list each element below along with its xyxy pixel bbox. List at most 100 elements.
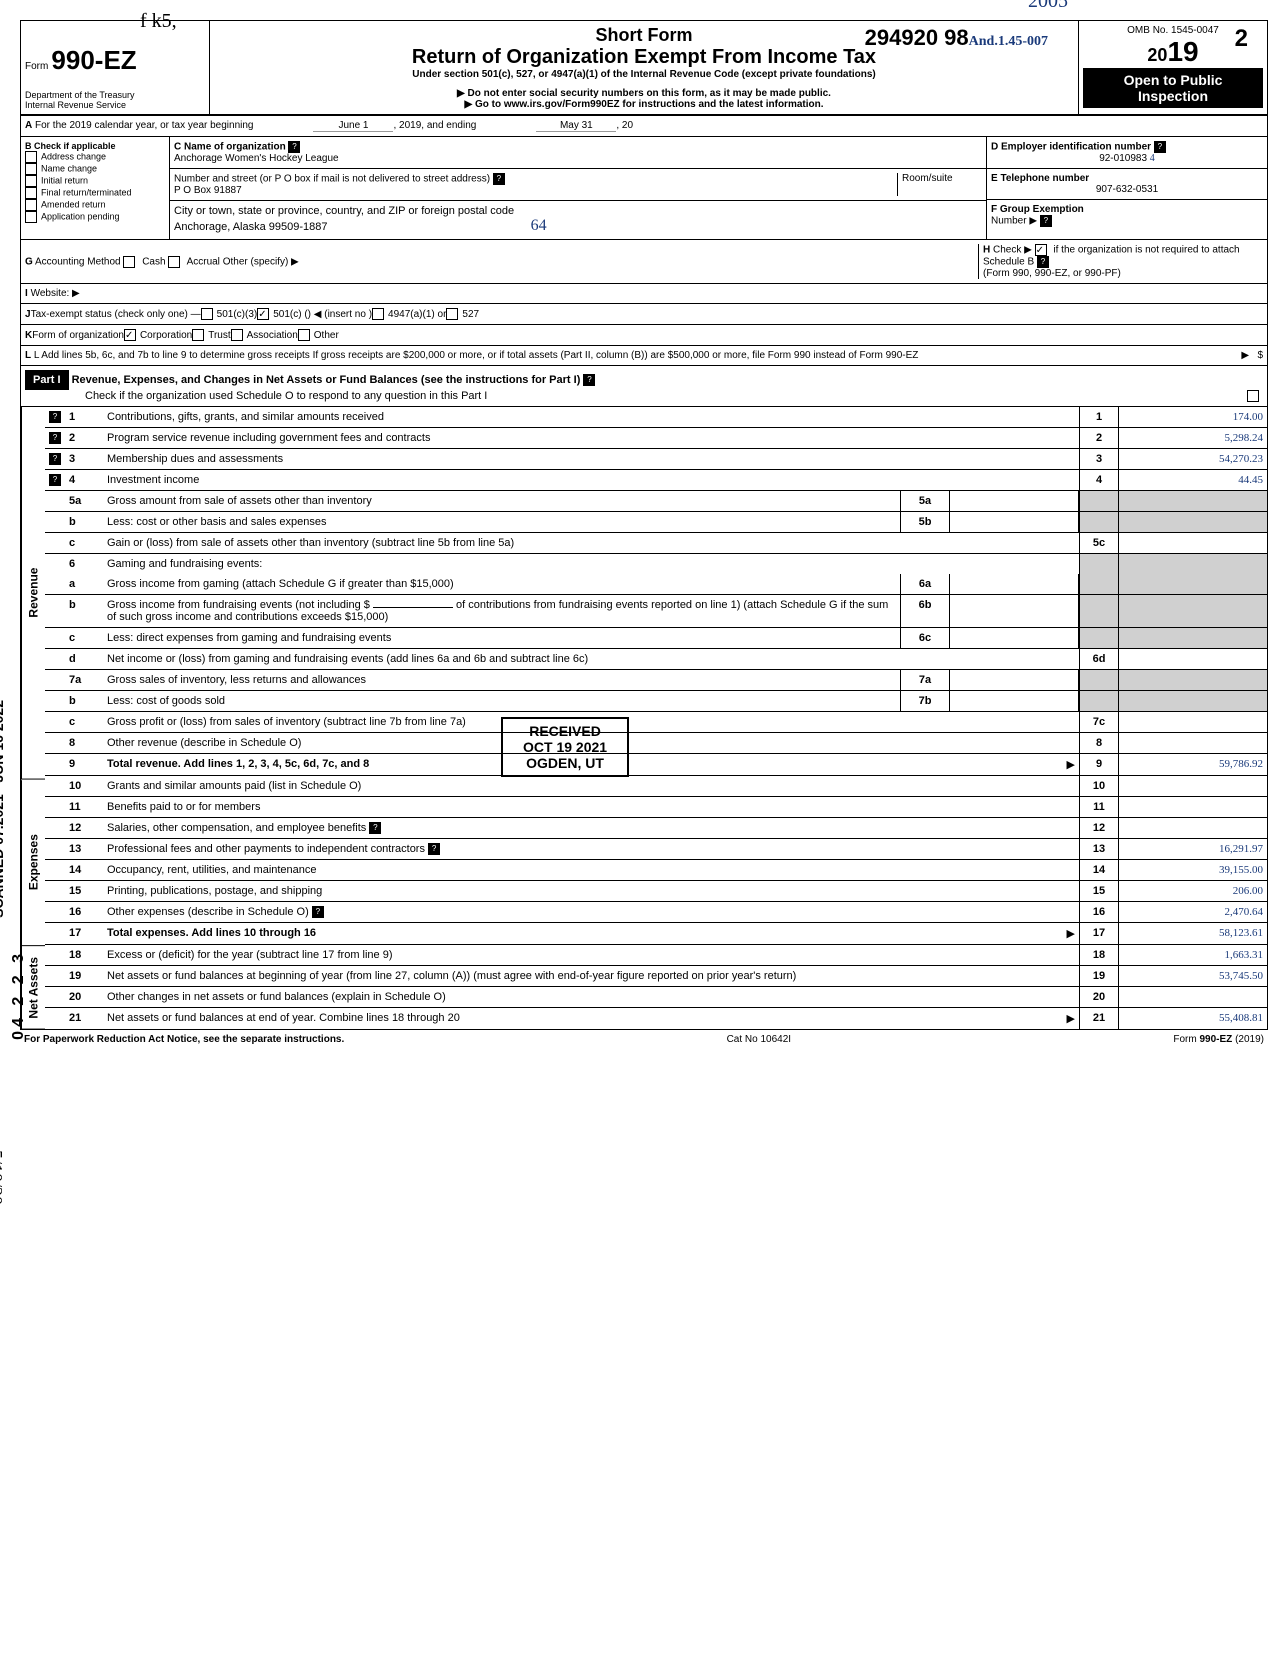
checkbox-schedule-b[interactable] [1035, 244, 1047, 256]
row-l-arrow: ▶ [1241, 350, 1249, 361]
line-6c-rval-shaded [1118, 628, 1267, 648]
help-icon[interactable]: ? [1154, 141, 1166, 153]
line-7c-num: c [65, 712, 103, 732]
line-14-val[interactable]: 39,155.00 [1118, 860, 1267, 880]
line-3-val[interactable]: 54,270.23 [1118, 449, 1267, 469]
help-icon[interactable]: ? [583, 374, 595, 386]
line-16-val[interactable]: 2,470.64 [1118, 902, 1267, 922]
checkbox-application-pending[interactable] [25, 211, 37, 223]
website-label: Website: ▶ [31, 288, 80, 299]
checkbox-name-change[interactable] [25, 163, 37, 175]
line-19-val[interactable]: 53,745.50 [1118, 966, 1267, 986]
line-10-val[interactable] [1118, 776, 1267, 796]
row-a-suffix: , 20 [616, 120, 633, 132]
line-6c-mval[interactable] [950, 628, 1079, 648]
help-icon[interactable]: ? [1040, 215, 1052, 227]
line-6a-rval-shaded [1118, 574, 1267, 594]
footer-right: Form 990-EZ (2019) [1173, 1034, 1264, 1045]
line-15-val[interactable]: 206.00 [1118, 881, 1267, 901]
label-501c: 501(c) ( [273, 309, 307, 320]
line-5a-mval[interactable] [950, 491, 1079, 511]
line-9-val[interactable]: 59,786.92 [1118, 754, 1267, 775]
checkbox-address-change[interactable] [25, 151, 37, 163]
line-20-val[interactable] [1118, 987, 1267, 1007]
line-5c: c Gain or (loss) from sale of assets oth… [45, 533, 1267, 554]
lines-column: ? 1 Contributions, gifts, grants, and si… [45, 407, 1267, 1029]
checkbox-501c[interactable] [257, 308, 269, 320]
org-address: P O Box 91887 [174, 185, 897, 196]
help-icon[interactable]: ? [49, 432, 61, 444]
line-18-val[interactable]: 1,663.31 [1118, 945, 1267, 965]
help-icon[interactable]: ? [428, 843, 440, 855]
line-7a-mval[interactable] [950, 670, 1079, 690]
line-7c-rnum: 7c [1079, 712, 1118, 732]
line-11-val[interactable] [1118, 797, 1267, 817]
irs-label: Internal Revenue Service [25, 100, 135, 110]
line-21-val[interactable]: 55,408.81 [1118, 1008, 1267, 1029]
checkbox-501c3[interactable] [201, 308, 213, 320]
line-4-val[interactable]: 44.45 [1118, 470, 1267, 490]
tax-year-begin[interactable]: June 1 [313, 120, 393, 132]
checkbox-association[interactable] [231, 329, 243, 341]
line-1-val[interactable]: 174.00 [1118, 407, 1267, 427]
line-20-num: 20 [65, 987, 103, 1007]
line-15-rnum: 15 [1079, 881, 1118, 901]
checkbox-527[interactable] [446, 308, 458, 320]
help-icon[interactable]: ? [49, 474, 61, 486]
line-2-val[interactable]: 5,298.24 [1118, 428, 1267, 448]
line-13: 13 Professional fees and other payments … [45, 839, 1267, 860]
room-suite-label: Room/suite [902, 173, 953, 184]
row-h-text2: (Form 990, 990-EZ, or 990-PF) [983, 268, 1263, 279]
line-8-val[interactable] [1118, 733, 1267, 753]
line-1-desc: Contributions, gifts, grants, and simila… [103, 407, 1079, 427]
checkbox-amended-return[interactable] [25, 199, 37, 211]
line-4-rnum: 4 [1079, 470, 1118, 490]
line-5b-rnum-shaded [1079, 512, 1118, 532]
checkbox-4947[interactable] [372, 308, 384, 320]
checkbox-initial-return[interactable] [25, 175, 37, 187]
section-f-label: F Group Exemption [991, 204, 1084, 215]
form-container: Form 990-EZ Department of the Treasury I… [20, 20, 1268, 1030]
line-12-val[interactable] [1118, 818, 1267, 838]
short-form-label: Short Form [214, 25, 1074, 46]
line-7b-num: b [65, 691, 103, 711]
checkbox-other-org[interactable] [298, 329, 310, 341]
line-6a-mval[interactable] [950, 574, 1079, 594]
line-5b-mval[interactable] [950, 512, 1079, 532]
line-19-rnum: 19 [1079, 966, 1118, 986]
handwritten-year: 2005 [1028, 0, 1068, 13]
line-7c-val[interactable] [1118, 712, 1267, 732]
help-icon[interactable]: ? [49, 411, 61, 423]
line-6c-desc: Less: direct expenses from gaming and fu… [103, 628, 900, 648]
label-other-org: Other [314, 330, 339, 341]
line-6b-rval-shaded [1118, 595, 1267, 627]
line-6b-num: b [65, 595, 103, 627]
line-5a-num: 5a [65, 491, 103, 511]
checkbox-trust[interactable] [192, 329, 204, 341]
line-11-desc: Benefits paid to or for members [103, 797, 1079, 817]
line-1: ? 1 Contributions, gifts, grants, and si… [45, 407, 1267, 428]
tax-year-end[interactable]: May 31 [536, 120, 616, 132]
line-6d-val[interactable] [1118, 649, 1267, 669]
line-6b-desc: Gross income from fundraising events (no… [103, 595, 900, 627]
label-name-change: Name change [41, 163, 97, 173]
line-5c-val[interactable] [1118, 533, 1267, 553]
help-icon[interactable]: ? [1037, 256, 1049, 268]
line-12-rnum: 12 [1079, 818, 1118, 838]
section-c-name-label: C Name of organization [174, 142, 286, 153]
help-icon[interactable]: ? [369, 822, 381, 834]
checkbox-cash[interactable] [123, 256, 135, 268]
checkbox-corporation[interactable] [124, 329, 136, 341]
help-icon[interactable]: ? [49, 453, 61, 465]
line-17-val[interactable]: 58,123.61 [1118, 923, 1267, 944]
line-7b-mval[interactable] [950, 691, 1079, 711]
help-icon[interactable]: ? [312, 906, 324, 918]
help-icon[interactable]: ? [493, 173, 505, 185]
line-6b-mval[interactable] [950, 595, 1079, 627]
line-9-rnum: 9 [1079, 754, 1118, 775]
checkbox-final-return[interactable] [25, 187, 37, 199]
checkbox-accrual[interactable] [168, 256, 180, 268]
checkbox-schedule-o[interactable] [1247, 390, 1259, 402]
help-icon[interactable]: ? [288, 141, 300, 153]
line-13-val[interactable]: 16,291.97 [1118, 839, 1267, 859]
